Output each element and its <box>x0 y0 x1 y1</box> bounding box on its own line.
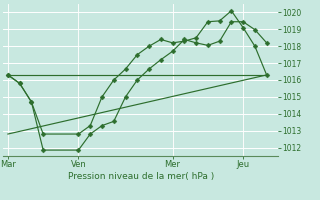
X-axis label: Pression niveau de la mer( hPa ): Pression niveau de la mer( hPa ) <box>68 172 214 181</box>
